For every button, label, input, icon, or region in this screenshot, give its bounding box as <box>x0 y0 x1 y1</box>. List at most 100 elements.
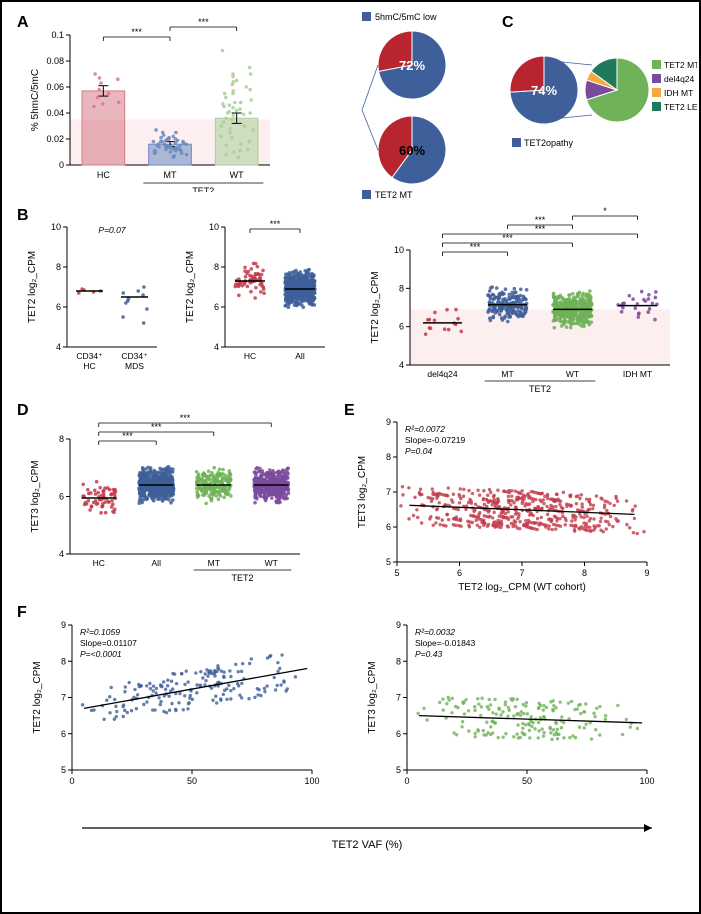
svg-text:All: All <box>152 558 162 568</box>
svg-text:0.04: 0.04 <box>46 108 64 118</box>
panelF-right: 56789050100TET3 log₂_CPMR²=0.0032Slope=-… <box>357 610 677 810</box>
svg-text:10: 10 <box>51 222 61 232</box>
svg-text:6: 6 <box>386 522 391 532</box>
svg-text:TET2 MT: TET2 MT <box>375 190 413 200</box>
svg-text:0: 0 <box>59 160 64 170</box>
svg-text:***: *** <box>502 233 513 243</box>
svg-text:IDH MT: IDH MT <box>664 88 693 98</box>
svg-text:TET2 log₂_CPM (WT cohort): TET2 log₂_CPM (WT cohort) <box>458 582 586 593</box>
svg-text:0: 0 <box>404 776 409 786</box>
panelA-pies: 5hmC/5mC low72%60%TET2 MT <box>302 10 502 200</box>
svg-text:0.06: 0.06 <box>46 82 64 92</box>
svg-text:7: 7 <box>519 568 524 578</box>
figure-container: A00.020.040.060.080.1% 5hmC/5mCHCMTWTTET… <box>0 0 701 914</box>
svg-text:6: 6 <box>59 492 64 502</box>
svg-text:del4q24: del4q24 <box>427 369 458 379</box>
svg-text:4: 4 <box>399 360 404 370</box>
svg-text:P=<0.0001: P=<0.0001 <box>80 649 122 659</box>
panelF-left: 56789050100TET2 log₂_CPMR²=0.1059Slope=0… <box>22 610 342 810</box>
svg-text:TET2 log₂_CPM: TET2 log₂_CPM <box>370 271 381 343</box>
svg-text:TET2 log₂_CPM: TET2 log₂_CPM <box>27 251 38 323</box>
svg-text:P=0.43: P=0.43 <box>415 649 442 659</box>
panelC-pies: 74%TET2 MTdel4q24IDH MTTET2 LETET2opathy <box>502 20 697 200</box>
svg-text:10: 10 <box>209 222 219 232</box>
svg-text:5: 5 <box>396 765 401 775</box>
svg-text:TET3 log₂_CPM: TET3 log₂_CPM <box>367 661 378 733</box>
svg-text:4: 4 <box>56 342 61 352</box>
svg-text:***: *** <box>470 242 481 252</box>
svg-text:5: 5 <box>61 765 66 775</box>
svg-text:8: 8 <box>59 434 64 444</box>
svg-text:MT: MT <box>208 558 220 568</box>
svg-text:TET2 log₂_CPM: TET2 log₂_CPM <box>185 251 196 323</box>
svg-text:TET2 VAF (%): TET2 VAF (%) <box>332 839 403 851</box>
panelA-bar: 0 0.02 0.04 0.06 0.08 0.1 % 5hmC/5mC HC MT WT TET2… <box>22 17 302 192</box>
svg-text:8: 8 <box>56 262 61 272</box>
svg-text:CD34⁺: CD34⁺ <box>121 351 148 361</box>
svg-text:6: 6 <box>457 568 462 578</box>
svg-text:6: 6 <box>214 302 219 312</box>
svg-text:TET2 MT: TET2 MT <box>664 60 697 70</box>
svg-text:5: 5 <box>394 568 399 578</box>
svg-text:All: All <box>295 351 305 361</box>
panelB-right: 46810TET2 log₂_CPMdel4q24MTWTIDH MTTET2*… <box>362 200 692 395</box>
svg-text:HC: HC <box>93 558 105 568</box>
svg-text:4: 4 <box>59 549 64 559</box>
svg-text:0: 0 <box>69 776 74 786</box>
svg-text:7: 7 <box>61 693 66 703</box>
svg-text:TET2: TET2 <box>529 384 551 394</box>
panelF-xaxis: TET2 VAF (%) <box>22 810 682 870</box>
svg-text:WT: WT <box>230 170 244 180</box>
svg-text:8: 8 <box>61 656 66 666</box>
svg-text:0.1: 0.1 <box>51 30 64 40</box>
svg-text:60%: 60% <box>399 143 425 158</box>
svg-text:0.02: 0.02 <box>46 134 64 144</box>
svg-text:8: 8 <box>214 262 219 272</box>
svg-text:6: 6 <box>61 729 66 739</box>
svg-text:MT: MT <box>501 369 513 379</box>
svg-text:10: 10 <box>394 245 404 255</box>
svg-text:9: 9 <box>61 620 66 630</box>
svg-text:7: 7 <box>386 487 391 497</box>
svg-text:***: *** <box>180 413 191 423</box>
panelB-mid: 46810TET2 log₂_CPMHCAll*** <box>180 212 340 387</box>
svg-text:6: 6 <box>56 302 61 312</box>
svg-text:74%: 74% <box>531 83 557 98</box>
svg-text:9: 9 <box>396 620 401 630</box>
svg-text:HC: HC <box>97 170 110 180</box>
panelD: 468TET3 log₂_CPMHCAllMTWTTET2********* <box>22 407 322 592</box>
svg-text:TET2 log₂_CPM: TET2 log₂_CPM <box>32 661 43 733</box>
svg-text:8: 8 <box>582 568 587 578</box>
svg-text:***: *** <box>198 17 209 27</box>
svg-text:TET2: TET2 <box>192 186 214 192</box>
svg-text:0.08: 0.08 <box>46 56 64 66</box>
svg-text:9: 9 <box>386 417 391 427</box>
svg-text:8: 8 <box>399 283 404 293</box>
svg-text:Slope=0.01107: Slope=0.01107 <box>80 638 137 648</box>
svg-text:% 5hmC/5mC: % 5hmC/5mC <box>30 69 41 131</box>
panelE: 5678956789TET3 log₂_CPMTET2 log₂_CPM (WT… <box>347 407 677 602</box>
svg-text:del4q24: del4q24 <box>664 74 695 84</box>
svg-text:8: 8 <box>396 656 401 666</box>
svg-text:R²=0.0072: R²=0.0072 <box>405 424 445 434</box>
svg-text:5hmC/5mC low: 5hmC/5mC low <box>375 12 437 22</box>
svg-text:***: *** <box>535 224 546 234</box>
svg-text:6: 6 <box>396 729 401 739</box>
svg-text:MT: MT <box>164 170 177 180</box>
svg-text:9: 9 <box>644 568 649 578</box>
svg-text:***: *** <box>535 215 546 225</box>
svg-text:Slope=-0.07219: Slope=-0.07219 <box>405 435 466 445</box>
svg-text:50: 50 <box>522 776 532 786</box>
svg-text:TET2: TET2 <box>231 573 253 583</box>
svg-text:TET2 LE: TET2 LE <box>664 102 697 112</box>
svg-text:***: *** <box>270 219 281 229</box>
svg-text:CD34⁺: CD34⁺ <box>76 351 103 361</box>
svg-text:100: 100 <box>639 776 654 786</box>
svg-text:100: 100 <box>304 776 319 786</box>
svg-text:4: 4 <box>214 342 219 352</box>
svg-text:***: *** <box>131 27 142 37</box>
svg-text:TET3 log₂_CPM: TET3 log₂_CPM <box>30 460 41 532</box>
svg-text:*: * <box>603 206 607 216</box>
svg-text:P=0.04: P=0.04 <box>405 446 432 456</box>
svg-text:WT: WT <box>265 558 278 568</box>
